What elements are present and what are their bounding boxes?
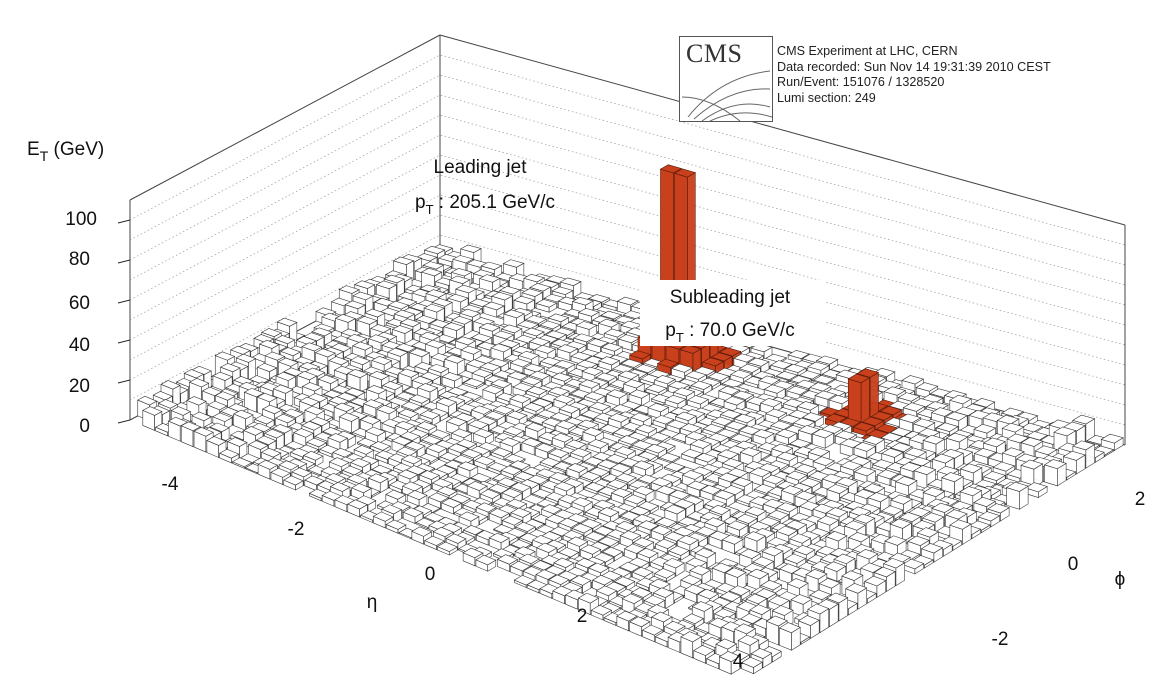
tower <box>218 448 240 464</box>
z-tick-label: 20 <box>69 376 90 397</box>
tower <box>587 439 609 456</box>
event-info: CMS Experiment at LHC, CERN Data recorde… <box>777 44 1051 106</box>
z-tick-label: 80 <box>69 249 90 270</box>
tower <box>364 426 387 445</box>
tower <box>347 368 369 393</box>
grid-line <box>129 214 1126 406</box>
tower <box>1072 440 1096 469</box>
tower <box>233 409 254 431</box>
grid-line <box>129 174 1126 366</box>
jet-tower <box>847 373 871 428</box>
tower-field <box>137 164 1124 675</box>
z-tick <box>117 339 131 344</box>
event-info-line: Run/Event: 151076 / 1328520 <box>777 75 945 89</box>
tower <box>686 395 710 410</box>
tower <box>1020 459 1044 488</box>
phi-axis-label: ϕ <box>1115 569 1126 590</box>
z-tick <box>117 299 131 304</box>
grid-line <box>129 94 1126 286</box>
z-axis-label: ET (GeV) <box>27 139 104 164</box>
tower <box>694 452 717 468</box>
tower <box>610 463 633 480</box>
z-tick <box>117 419 131 424</box>
event-info-line: Data recorded: Sun Nov 14 19:31:39 2010 … <box>777 59 1051 74</box>
tower <box>812 375 836 386</box>
phi-tick-label: 0 <box>1068 554 1079 575</box>
cms-logo-tracks <box>681 70 772 121</box>
tower <box>977 511 1001 528</box>
leading-jet-title: Leading jet <box>434 157 528 178</box>
tower <box>723 396 746 414</box>
eta-tick-label: -4 <box>162 474 179 495</box>
z-tick <box>117 259 131 264</box>
tower <box>778 622 801 651</box>
tower <box>385 519 407 534</box>
tower <box>628 389 651 407</box>
tower <box>231 457 253 469</box>
z-tick <box>117 379 131 384</box>
tower <box>775 428 798 446</box>
tower <box>1043 459 1067 487</box>
tower <box>463 378 485 390</box>
tower <box>624 494 646 510</box>
grid-line <box>129 154 1126 346</box>
z-tick-label: 100 <box>65 209 97 230</box>
subleading-jet-title: Subleading jet <box>670 287 791 308</box>
grid-line <box>129 134 1126 326</box>
tower <box>142 406 163 431</box>
tower <box>1020 437 1044 463</box>
tower <box>443 322 465 340</box>
eta-tick-label: -2 <box>288 519 305 540</box>
tower <box>408 394 431 408</box>
grid-line <box>129 74 1126 266</box>
tower <box>372 511 394 529</box>
grid-line <box>129 54 1126 246</box>
eta-axis-label: η <box>367 592 378 613</box>
tower <box>535 299 558 313</box>
tower <box>338 412 360 435</box>
event-info-line: Lumi section: 249 <box>777 90 876 105</box>
tower <box>973 423 997 440</box>
phi-tick-label: 2 <box>1135 489 1146 510</box>
z-tick-label: 60 <box>69 293 90 314</box>
tower <box>1100 433 1124 452</box>
tower <box>391 325 414 345</box>
tower <box>436 541 458 556</box>
grid-line <box>129 114 1126 306</box>
phi-tick-label: -2 <box>992 629 1009 650</box>
event-info-line: CMS Experiment at LHC, CERN <box>777 44 958 58</box>
tower <box>726 520 749 539</box>
leading-jet-pt: pT : 205.1 GeV/c <box>415 192 555 217</box>
phi-axis: 2 0 -2 ϕ <box>992 489 1146 650</box>
frame-edge <box>439 34 1126 226</box>
cms-logo: CMS <box>679 36 773 122</box>
tower <box>811 428 835 449</box>
tower <box>1024 482 1048 499</box>
z-tick-label: 40 <box>69 335 90 356</box>
z-axis: 0 20 40 60 80 100 ET (GeV) <box>27 139 104 437</box>
tower <box>283 475 304 491</box>
eta-tick-label: 2 <box>577 606 588 627</box>
tower <box>721 534 744 555</box>
eta-tick-label: 4 <box>733 651 744 672</box>
tower <box>206 436 227 458</box>
tower <box>440 498 463 515</box>
tower <box>483 301 505 318</box>
z-tick-label: 0 <box>79 416 90 437</box>
tower <box>347 499 369 518</box>
eta-tick-label: 0 <box>425 564 436 585</box>
tower <box>752 429 775 447</box>
grid-line <box>129 194 1126 386</box>
tower <box>441 372 463 390</box>
tower <box>482 385 504 404</box>
grid-line <box>129 234 1126 426</box>
tower <box>302 450 324 467</box>
tower <box>1005 481 1029 510</box>
frame-edge <box>129 34 441 201</box>
tower <box>658 452 681 464</box>
tower <box>645 383 668 397</box>
tower <box>472 428 495 446</box>
z-tick <box>117 219 131 224</box>
